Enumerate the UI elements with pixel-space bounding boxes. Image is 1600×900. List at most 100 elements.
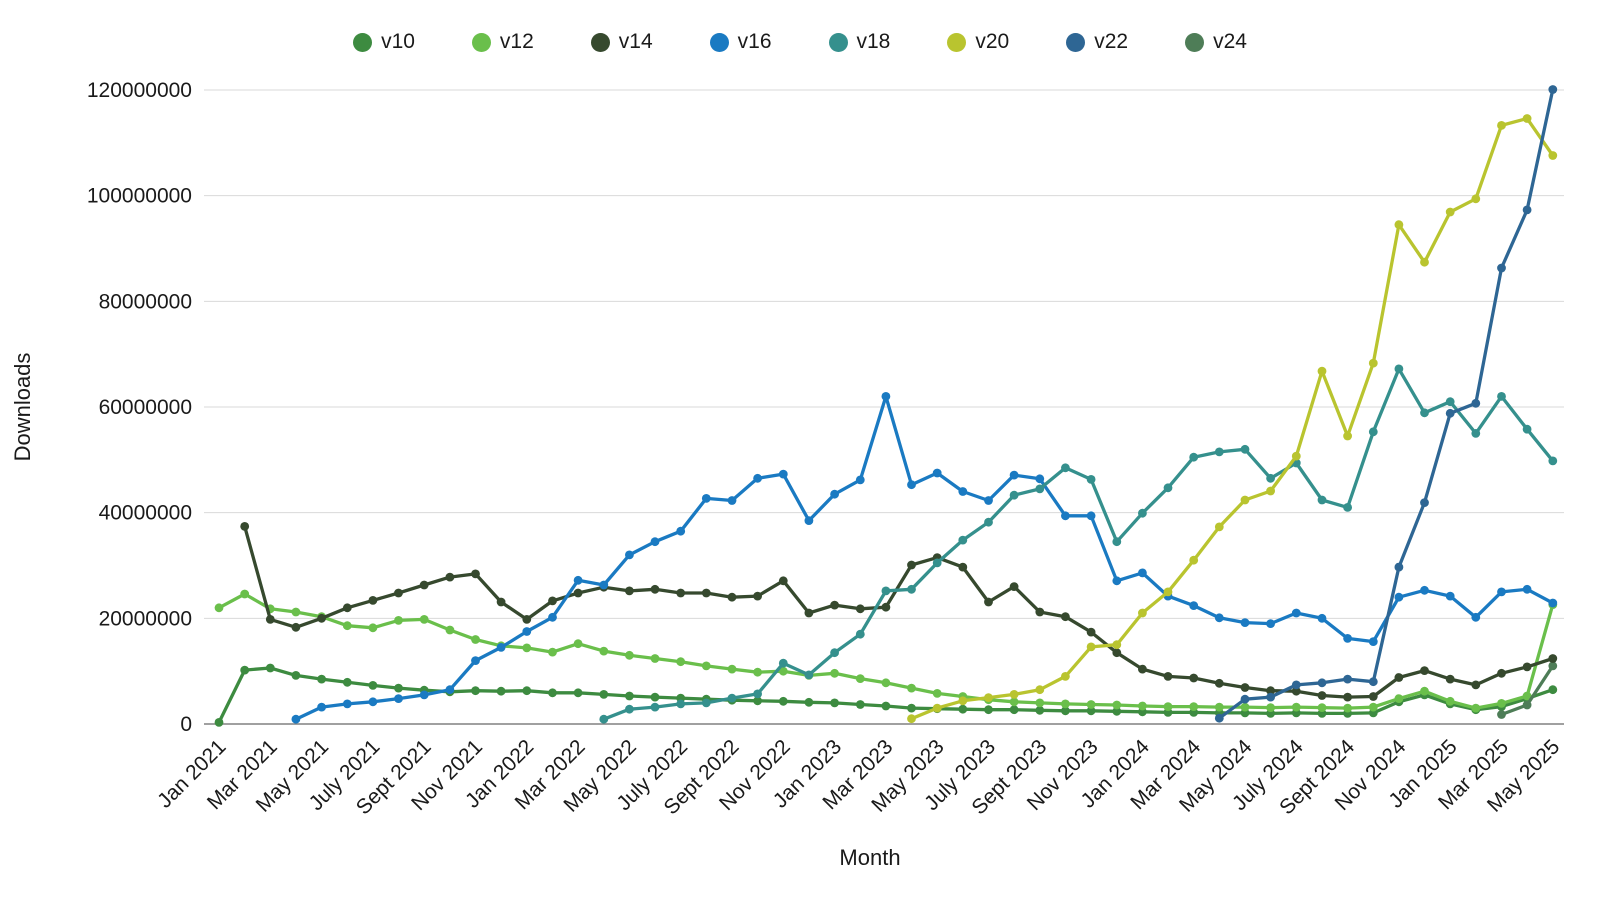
data-point-v12 bbox=[625, 650, 634, 660]
data-point-v24 bbox=[1548, 661, 1558, 671]
data-point-v14 bbox=[625, 586, 634, 596]
data-point-v22 bbox=[1343, 674, 1352, 684]
legend-label: v14 bbox=[618, 30, 653, 53]
data-point-v16 bbox=[984, 496, 993, 505]
data-point-v12 bbox=[1240, 702, 1250, 712]
data-point-v16 bbox=[573, 575, 583, 585]
data-point-v18 bbox=[881, 586, 891, 596]
data-point-v16 bbox=[855, 475, 865, 485]
y-tick-label: 20000000 bbox=[99, 607, 192, 630]
data-point-v12 bbox=[881, 678, 891, 688]
data-point-v10 bbox=[625, 691, 634, 701]
data-point-v14 bbox=[471, 569, 480, 579]
data-point-v20 bbox=[1343, 431, 1352, 441]
data-point-v18 bbox=[1420, 408, 1429, 418]
data-point-v14 bbox=[342, 603, 352, 613]
data-point-v12 bbox=[932, 689, 942, 698]
legend-item-v10[interactable]: v10 bbox=[353, 30, 415, 54]
data-point-v20 bbox=[1368, 358, 1378, 368]
data-point-v12 bbox=[1497, 699, 1506, 708]
data-point-v16 bbox=[522, 627, 532, 636]
data-point-v12 bbox=[599, 646, 609, 656]
data-point-v20 bbox=[1138, 608, 1147, 618]
legend-item-v16[interactable]: v16 bbox=[709, 30, 772, 54]
data-point-v12 bbox=[240, 589, 250, 599]
data-point-v12 bbox=[1368, 702, 1378, 712]
data-point-v18 bbox=[932, 558, 942, 568]
data-point-v16 bbox=[1420, 585, 1429, 595]
data-point-v18 bbox=[727, 693, 737, 703]
data-point-v14 bbox=[291, 622, 301, 632]
legend-dot-v22 bbox=[1066, 32, 1086, 52]
data-point-v12 bbox=[1522, 691, 1532, 701]
data-point-v14 bbox=[804, 608, 814, 618]
data-point-v12 bbox=[753, 667, 762, 677]
data-point-v22 bbox=[1368, 677, 1378, 687]
data-point-v10 bbox=[599, 690, 609, 699]
data-point-v14 bbox=[368, 596, 378, 605]
data-point-v10 bbox=[317, 674, 326, 684]
data-point-v16 bbox=[419, 690, 429, 700]
data-point-v18 bbox=[1445, 397, 1455, 407]
data-point-v18 bbox=[1061, 463, 1070, 473]
legend-label: v10 bbox=[381, 30, 415, 53]
data-point-v14 bbox=[1548, 654, 1558, 663]
data-point-v16 bbox=[599, 580, 609, 590]
legend-item-v18[interactable]: v18 bbox=[828, 30, 891, 54]
data-point-v10 bbox=[522, 686, 532, 696]
data-point-v24 bbox=[1522, 700, 1532, 710]
legend-item-v14[interactable]: v14 bbox=[590, 30, 653, 54]
legend-item-v20[interactable]: v20 bbox=[947, 30, 1009, 54]
data-point-v10 bbox=[907, 703, 916, 713]
data-point-v20 bbox=[1445, 207, 1455, 217]
data-point-v16 bbox=[1240, 618, 1250, 627]
data-point-v20 bbox=[1240, 495, 1250, 505]
data-point-v18 bbox=[1163, 483, 1173, 493]
data-point-v12 bbox=[214, 603, 224, 613]
data-point-v14 bbox=[1291, 686, 1301, 696]
data-point-v10 bbox=[291, 671, 301, 680]
data-point-v14 bbox=[445, 572, 455, 582]
data-point-v18 bbox=[1368, 427, 1378, 437]
data-point-v18 bbox=[830, 648, 839, 658]
data-point-v12 bbox=[394, 616, 403, 625]
data-point-v12 bbox=[445, 625, 455, 635]
data-point-v18 bbox=[1138, 508, 1147, 518]
data-point-v18 bbox=[1522, 424, 1532, 434]
y-tick-label: 80000000 bbox=[99, 290, 192, 313]
data-point-v20 bbox=[1266, 486, 1275, 496]
data-point-v16 bbox=[907, 480, 916, 490]
data-point-v14 bbox=[1112, 648, 1122, 658]
data-point-v12 bbox=[548, 647, 557, 657]
data-point-v20 bbox=[984, 693, 993, 702]
data-point-v16 bbox=[676, 526, 686, 536]
data-point-v16 bbox=[1343, 634, 1352, 643]
legend-item-v22[interactable]: v22 bbox=[1066, 30, 1128, 54]
data-point-v14 bbox=[1394, 673, 1404, 682]
data-point-v18 bbox=[1009, 490, 1019, 500]
legend-dot-v12 bbox=[471, 32, 491, 52]
data-point-v20 bbox=[1420, 257, 1429, 267]
legend-item-v12[interactable]: v12 bbox=[471, 30, 534, 54]
legend-label: v18 bbox=[856, 30, 891, 53]
data-point-v18 bbox=[676, 699, 686, 709]
data-point-v16 bbox=[1471, 612, 1481, 622]
data-point-v20 bbox=[1291, 451, 1301, 461]
data-point-v18 bbox=[1240, 444, 1250, 454]
data-point-v10 bbox=[958, 704, 968, 714]
data-point-v10 bbox=[1086, 706, 1096, 716]
data-point-v16 bbox=[958, 487, 968, 496]
data-point-v12 bbox=[1138, 701, 1147, 711]
data-point-v18 bbox=[1214, 447, 1224, 457]
y-tick-label: 0 bbox=[180, 713, 192, 736]
data-point-v10 bbox=[1035, 705, 1045, 715]
data-point-v16 bbox=[701, 494, 711, 503]
data-point-v14 bbox=[1009, 582, 1019, 591]
data-point-v18 bbox=[1343, 503, 1352, 512]
data-point-v22 bbox=[1445, 408, 1455, 418]
y-axis-title: Downloads bbox=[10, 353, 35, 462]
x-axis-title: Month bbox=[839, 845, 900, 870]
data-point-v14 bbox=[265, 615, 275, 624]
legend-item-v24[interactable]: v24 bbox=[1185, 30, 1247, 54]
